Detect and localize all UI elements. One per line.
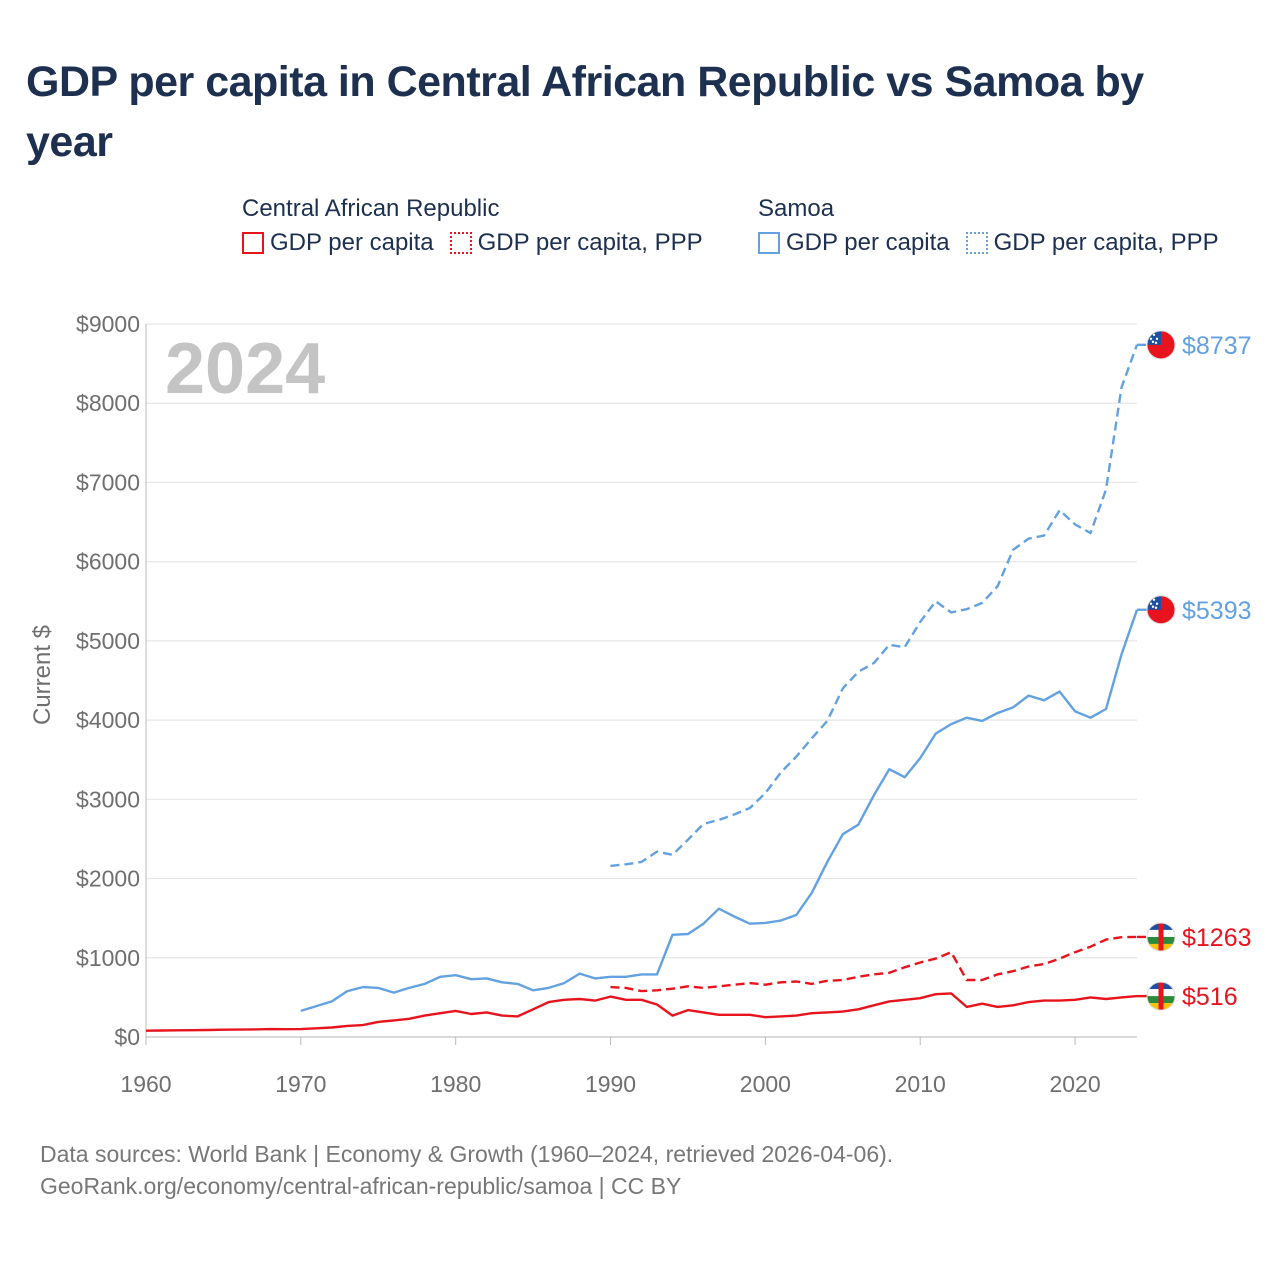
gridlines	[146, 323, 1137, 1038]
x-tick-label: 2010	[895, 1071, 946, 1097]
end-markers: $8737 $5393 $1263 $516	[1146, 330, 1252, 1011]
series-line-samoa-gdp-per-capita	[300, 609, 1139, 1013]
x-tick-label: 2020	[1049, 1071, 1100, 1097]
samoa-flag-icon	[1146, 330, 1176, 360]
central-african-republic-flag-icon	[1146, 981, 1176, 1011]
legend-item-label: GDP per capita, PPP	[993, 229, 1219, 256]
end-value-label: $5393	[1182, 597, 1252, 625]
legend-item-car-gdp-ppp[interactable]: GDP per capita, PPP	[449, 228, 703, 258]
flag-star	[1155, 602, 1159, 605]
y-tick-label: $8000	[76, 390, 140, 416]
series-line-samoa-gdp-per-capita-ppp	[610, 344, 1139, 868]
legend-item-car-gdp[interactable]: GDP per capita	[242, 228, 434, 258]
legend-swatch-solid-blue	[758, 232, 780, 254]
flag-star	[1151, 605, 1155, 608]
legend-item-samoa-gdp-ppp[interactable]: GDP per capita, PPP	[965, 228, 1219, 258]
legend-item-label: GDP per capita	[786, 229, 950, 256]
x-tick-label: 2000	[740, 1071, 791, 1097]
year-badge: 2024	[165, 329, 325, 409]
y-tick-label: $7000	[76, 469, 140, 495]
flag-star	[1154, 341, 1158, 345]
legend-swatch-dotted-blue	[965, 232, 988, 254]
y-tick-label: $3000	[76, 786, 140, 812]
central-african-republic-flag-icon	[1146, 922, 1176, 952]
legend-item-label: GDP per capita	[270, 229, 434, 256]
y-tick-label: $9000	[76, 311, 140, 337]
legend-group-title: Samoa	[758, 195, 835, 222]
flag-outline	[1146, 922, 1176, 952]
flag-star	[1155, 337, 1159, 341]
series-line-central-african-republic-gdp-per-capita-ppp	[610, 935, 1138, 993]
legend-item-samoa-gdp[interactable]: GDP per capita	[758, 228, 950, 258]
x-tick-label: 1980	[430, 1071, 481, 1097]
chart-title: GDP per capita in Central African Republ…	[26, 58, 1144, 166]
source-note: Data sources: World Bank | Economy & Gro…	[40, 1138, 893, 1202]
flag-outline	[1146, 330, 1176, 360]
flag-star	[1152, 333, 1156, 337]
source-line-1: Data sources: World Bank | Economy & Gro…	[40, 1141, 894, 1167]
flag-stripe	[1158, 982, 1164, 1011]
y-tick-label: $5000	[76, 628, 140, 654]
legend-group-title: Central African Republic	[242, 195, 500, 222]
y-tick-label: $1000	[76, 945, 140, 971]
y-tick-label: $2000	[76, 866, 140, 892]
flag-star	[1152, 598, 1156, 601]
flag-outline	[1146, 595, 1176, 625]
y-tick-label: $6000	[76, 549, 140, 575]
legend-group-central-african-republic: Central African Republic GDP per capita …	[242, 194, 703, 258]
end-value-label: $8737	[1182, 332, 1252, 360]
y-axis-label: Current $	[29, 625, 56, 725]
flag-star	[1149, 337, 1153, 341]
flag-outline	[1146, 981, 1176, 1011]
samoa-flag-icon	[1146, 595, 1176, 625]
x-tick-label: 1960	[120, 1071, 171, 1097]
series	[145, 343, 1149, 1032]
x-tick-label: 1990	[585, 1071, 636, 1097]
end-value-label: $516	[1182, 983, 1238, 1011]
flag-star	[1154, 606, 1158, 609]
legend-item-label: GDP per capita, PPP	[477, 229, 703, 256]
source-line-2[interactable]: GeoRank.org/economy/central-african-repu…	[40, 1173, 682, 1199]
flag-star	[1151, 340, 1155, 344]
flag-star	[1149, 602, 1153, 605]
y-axis: $0 $1000 $2000 $3000 $4000 $5000 $6000 $7000 $80…	[76, 311, 140, 1050]
series-line-central-african-republic-gdp-per-capita	[145, 992, 1138, 1032]
legend-group-samoa: Samoa GDP per capita GDP per capita, PPP	[758, 194, 1219, 258]
flag-stripe	[1158, 922, 1164, 951]
end-value-label: $1263	[1182, 924, 1252, 952]
legend-swatch-solid-red	[242, 232, 264, 254]
legend-swatch-dotted-red	[449, 232, 472, 254]
x-tick-label: 1970	[275, 1071, 326, 1097]
y-tick-label: $0	[114, 1024, 140, 1050]
y-tick-label: $4000	[76, 707, 140, 733]
x-axis: 1960 1970 1980 1990 2000 2010 2020	[120, 324, 1137, 1097]
